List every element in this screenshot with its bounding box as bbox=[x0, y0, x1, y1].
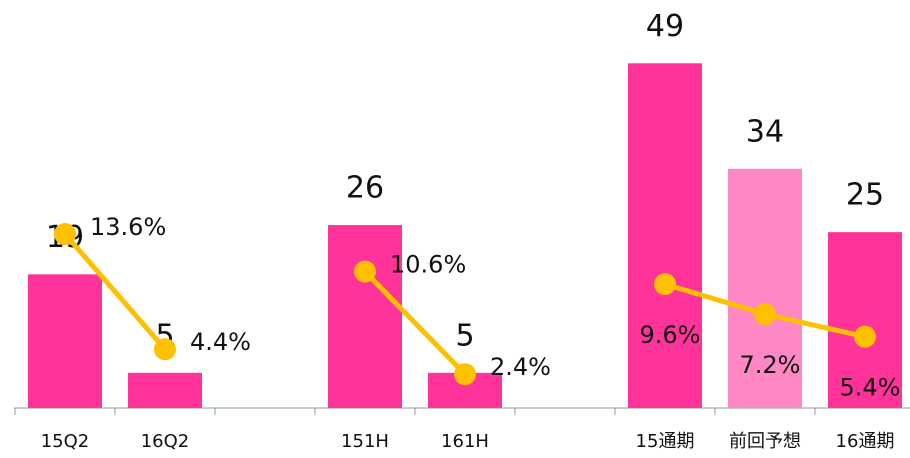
line-point bbox=[854, 325, 876, 348]
bar bbox=[628, 63, 702, 409]
bar bbox=[28, 274, 102, 408]
x-tick-label: 151H bbox=[341, 431, 389, 452]
line-point bbox=[54, 223, 76, 246]
x-tick-label: 16Q2 bbox=[141, 431, 190, 452]
line-point bbox=[354, 260, 376, 283]
bar bbox=[128, 372, 202, 408]
line-label: 7.2% bbox=[740, 351, 801, 379]
bar bbox=[328, 225, 402, 408]
x-tick-label: 15Q2 bbox=[41, 431, 90, 452]
line-label: 9.6% bbox=[640, 321, 701, 349]
bar-label: 5 bbox=[455, 318, 474, 353]
line-label: 13.6% bbox=[90, 213, 166, 241]
line-label: 4.4% bbox=[190, 328, 251, 356]
line-label: 2.4% bbox=[490, 353, 551, 381]
line-point bbox=[154, 338, 176, 361]
bar-label: 25 bbox=[846, 178, 884, 213]
x-tick-label: 16通期 bbox=[836, 431, 895, 452]
bar-label: 34 bbox=[746, 114, 784, 149]
line-point bbox=[454, 363, 476, 386]
line-point bbox=[654, 273, 676, 296]
x-tick-label: 161H bbox=[441, 431, 489, 452]
x-tick-label: 前回予想 bbox=[729, 431, 801, 452]
line-label: 10.6% bbox=[390, 251, 466, 279]
bar-label: 49 bbox=[646, 9, 684, 44]
x-tick-label: 15通期 bbox=[636, 431, 695, 452]
line-point bbox=[754, 303, 776, 326]
line-label: 5.4% bbox=[840, 374, 901, 402]
bar-label: 26 bbox=[346, 171, 384, 206]
bar bbox=[728, 168, 802, 408]
bar bbox=[828, 232, 902, 408]
